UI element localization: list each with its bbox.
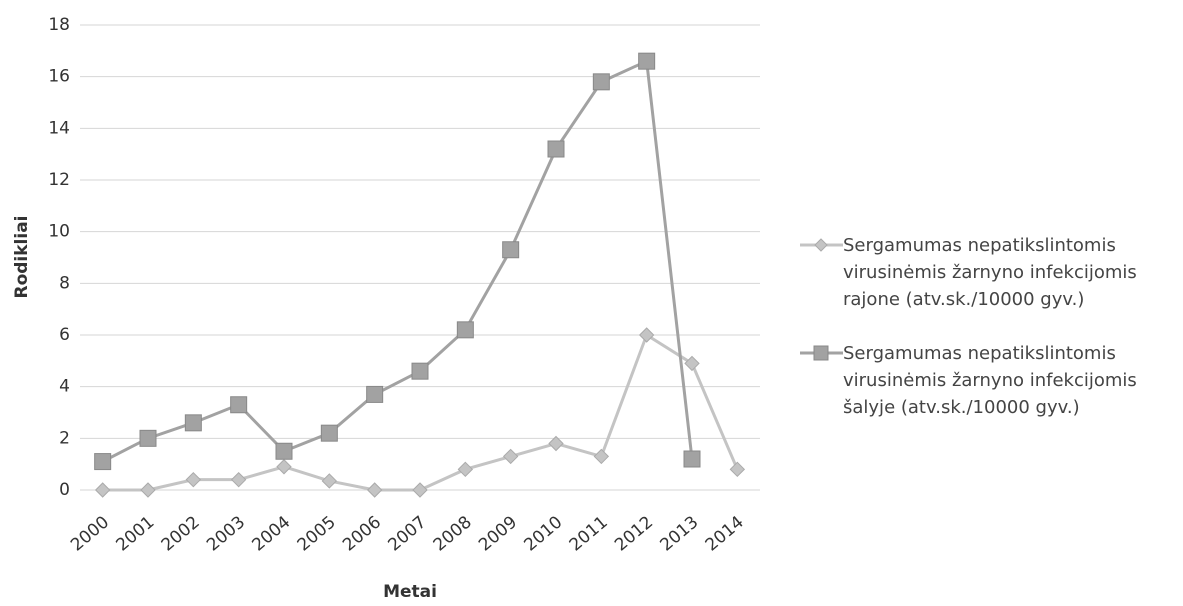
marker xyxy=(412,482,428,498)
x-tick-label: 2013 xyxy=(656,512,702,555)
y-tick-label: 4 xyxy=(59,377,70,397)
x-tick-label: 2012 xyxy=(611,512,657,555)
marker xyxy=(230,471,247,488)
y-tick-label: 16 xyxy=(48,67,70,87)
marker xyxy=(276,459,292,475)
legend-label: Sergamumas nepatikslintomis virusinėmis … xyxy=(843,343,1137,418)
x-tick-label: 2000 xyxy=(67,512,113,555)
marker xyxy=(547,140,565,158)
x-tick-label: 2005 xyxy=(294,512,340,555)
marker xyxy=(457,461,474,478)
marker xyxy=(729,461,746,478)
series-line xyxy=(101,58,694,463)
marker xyxy=(366,385,384,403)
y-tick-label: 12 xyxy=(48,170,70,190)
marker xyxy=(366,482,383,498)
x-tick-label: 2001 xyxy=(112,512,158,555)
y-axis-label: Rodikliai xyxy=(12,215,32,298)
x-tick-label: 2008 xyxy=(430,512,476,555)
x-tick-label: 2003 xyxy=(203,512,249,555)
x-tick-label: 2010 xyxy=(520,512,566,555)
x-tick-label: 2004 xyxy=(248,512,294,555)
marker xyxy=(684,355,700,372)
x-tick-label: 2006 xyxy=(339,512,385,555)
marker xyxy=(320,424,338,442)
y-tick-label: 2 xyxy=(59,428,70,448)
marker xyxy=(592,73,610,91)
marker xyxy=(94,453,112,471)
marker xyxy=(502,448,519,465)
marker xyxy=(683,450,701,468)
x-axis-label: Metai xyxy=(383,582,437,602)
y-tick-label: 8 xyxy=(59,273,70,293)
marker xyxy=(638,52,656,70)
legend-label: Sergamumas nepatikslintomis virusinėmis … xyxy=(843,235,1137,310)
marker xyxy=(230,396,248,414)
marker xyxy=(456,321,474,339)
x-tick-label: 2009 xyxy=(475,512,521,555)
y-tick-label: 14 xyxy=(48,118,70,138)
y-tick-label: 18 xyxy=(48,15,70,35)
y-tick-label: 10 xyxy=(48,222,70,242)
marker xyxy=(184,414,202,432)
legend-key xyxy=(813,345,829,361)
marker xyxy=(275,442,293,460)
marker xyxy=(94,482,111,498)
marker xyxy=(638,327,655,343)
marker xyxy=(411,362,429,380)
series-line xyxy=(102,332,739,492)
marker xyxy=(185,471,202,488)
marker xyxy=(140,482,156,498)
x-tick-label: 2007 xyxy=(384,512,430,555)
y-tick-label: 0 xyxy=(59,480,70,500)
marker xyxy=(321,473,338,489)
x-tick-label: 2014 xyxy=(702,512,748,555)
marker xyxy=(593,448,610,465)
x-tick-label: 2011 xyxy=(566,512,612,555)
legend-key xyxy=(814,238,828,252)
x-tick-label: 2002 xyxy=(158,512,204,555)
marker xyxy=(548,435,564,452)
marker xyxy=(502,241,520,259)
marker xyxy=(139,429,157,447)
y-tick-label: 6 xyxy=(59,325,70,345)
